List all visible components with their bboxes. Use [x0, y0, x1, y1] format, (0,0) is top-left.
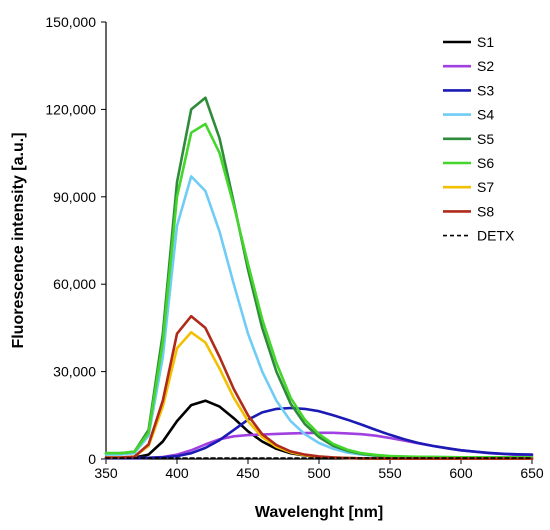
- legend-label-s1: S1: [477, 34, 494, 50]
- legend-label-s7: S7: [477, 179, 494, 195]
- x-tick-label: 350: [94, 465, 118, 481]
- series-line-s8: [104, 314, 534, 460]
- series-line-s7: [104, 331, 534, 460]
- x-axis-title: Wavelenght [nm]: [255, 504, 383, 521]
- legend-label-s4: S4: [477, 107, 494, 123]
- x-tick-label: 450: [236, 465, 260, 481]
- legend-label-s3: S3: [477, 82, 494, 98]
- legend-label-detx: DETX: [477, 228, 515, 244]
- series-line-s3: [104, 406, 534, 460]
- y-tick-label: 120,000: [45, 101, 96, 117]
- y-axis-title: Fluorescence intensity [a.u.]: [10, 132, 27, 348]
- x-tick-label: 500: [307, 465, 331, 481]
- x-ticks: 350 400 450 500 550 600 650: [94, 459, 544, 481]
- legend: S1 S2 S3 S4 S5 S6 S7 S8 DETX: [443, 34, 515, 244]
- y-tick-label: 90,000: [53, 189, 96, 205]
- x-tick-label: 600: [449, 465, 473, 481]
- y-tick-label: 0: [88, 451, 96, 467]
- series-lines: [104, 96, 534, 460]
- legend-label-s8: S8: [477, 203, 494, 219]
- x-tick-label: 400: [165, 465, 189, 481]
- series-line-s4: [104, 175, 534, 459]
- legend-label-s2: S2: [477, 58, 494, 74]
- y-tick-label: 60,000: [53, 276, 96, 292]
- series-line-s6: [104, 122, 534, 459]
- x-tick-label: 650: [520, 465, 544, 481]
- x-tick-label: 550: [378, 465, 402, 481]
- plot-area: 350 400 450 500 550 600 650 0 30,000 60,000 90,00…: [45, 14, 544, 481]
- legend-label-s5: S5: [477, 131, 494, 147]
- legend-label-s6: S6: [477, 155, 494, 171]
- y-ticks: 0 30,000 60,000 90,000 120,000 150,000: [45, 14, 106, 467]
- y-tick-label: 150,000: [45, 14, 96, 30]
- y-tick-label: 30,000: [53, 364, 96, 380]
